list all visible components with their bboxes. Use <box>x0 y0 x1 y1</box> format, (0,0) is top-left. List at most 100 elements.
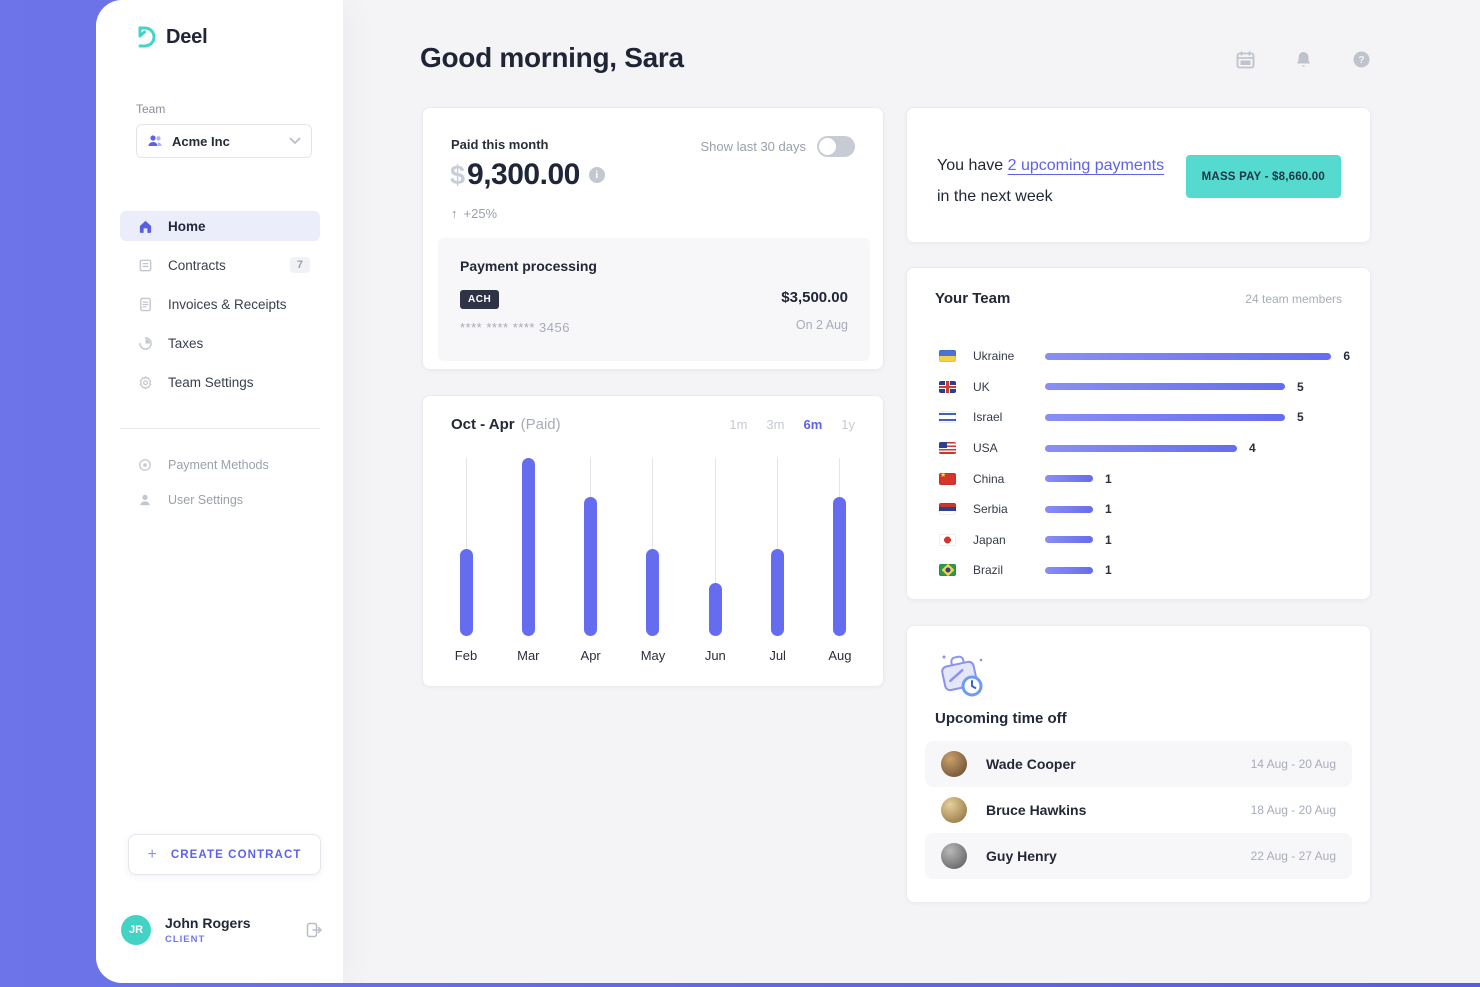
sidebar-item-invoices[interactable]: Invoices & Receipts <box>120 289 320 319</box>
payments-chart-card: Oct - Apr (Paid) 1m 3m 6m 1y Feb Mar Apr… <box>422 395 884 687</box>
upcoming-payments-link[interactable]: 2 upcoming payments <box>1007 157 1165 174</box>
toggle-label: Show last 30 days <box>700 139 806 154</box>
sidebar-divider <box>120 428 320 429</box>
arrow-up-icon: ↑ <box>451 206 458 221</box>
filter-1y[interactable]: 1y <box>841 417 855 432</box>
country-bar <box>1045 475 1093 483</box>
show-last-30-days-toggle[interactable] <box>817 136 855 157</box>
bar-chart <box>451 458 855 636</box>
processing-amount: $3,500.00 <box>781 289 848 306</box>
sidebar-item-label: Payment Methods <box>168 458 269 472</box>
team-selected-value: Acme Inc <box>172 133 230 149</box>
chart-column <box>576 458 606 636</box>
home-icon <box>137 218 153 234</box>
filter-6m[interactable]: 6m <box>803 417 823 432</box>
mass-pay-button[interactable]: MASS PAY - $8,660.00 <box>1185 155 1341 198</box>
team-row: Ukraine 6 <box>939 341 1350 372</box>
x-axis-label: May <box>640 648 666 663</box>
country-label: Israel <box>973 410 1003 425</box>
time-off-title: Upcoming time off <box>935 710 1067 727</box>
account-mask: **** **** **** 3456 <box>460 320 570 335</box>
contracts-count-badge: 7 <box>289 257 310 273</box>
calendar-icon[interactable] <box>1236 50 1255 69</box>
chart-column <box>513 458 543 636</box>
sidebar-item-team-settings[interactable]: Team Settings <box>120 367 320 397</box>
country-label: USA <box>973 441 998 456</box>
team-title: Your Team <box>935 290 1011 307</box>
uk-flag-icon <box>939 380 956 393</box>
country-count: 4 <box>1249 441 1256 456</box>
country-count: 1 <box>1105 502 1112 517</box>
sidebar-item-payment-methods[interactable]: Payment Methods <box>120 452 320 478</box>
contracts-icon <box>137 257 153 273</box>
time-off-list: Wade Cooper 14 Aug - 20 Aug Bruce Hawkin… <box>925 741 1352 879</box>
sidebar-item-home[interactable]: Home <box>120 211 320 241</box>
avatar: JR <box>121 915 151 945</box>
sidebar-item-taxes[interactable]: Taxes <box>120 328 320 358</box>
employee-name: Bruce Hawkins <box>986 802 1087 818</box>
country-bar <box>1045 505 1093 513</box>
secondary-nav: Payment Methods User Settings <box>120 452 320 522</box>
chart-track <box>652 458 654 636</box>
time-off-dates: 18 Aug - 20 Aug <box>1250 803 1336 817</box>
trend-value: +25% <box>463 206 498 221</box>
trend: ↑ +25% <box>451 206 497 221</box>
country-label: Brazil <box>973 563 1004 578</box>
chart-column <box>700 458 730 636</box>
chart-x-labels: Feb Mar Apr May Jun Jul Aug <box>451 648 855 663</box>
time-off-row[interactable]: Guy Henry 22 Aug - 27 Aug <box>925 833 1352 879</box>
filter-3m[interactable]: 3m <box>766 417 785 432</box>
country-count: 1 <box>1105 471 1112 486</box>
country-label: China <box>973 471 1005 486</box>
chart-column <box>451 458 481 636</box>
svg-text:?: ? <box>1358 54 1364 66</box>
avatar <box>941 843 967 869</box>
time-off-row[interactable]: Wade Cooper 14 Aug - 20 Aug <box>925 741 1352 787</box>
time-off-dates: 22 Aug - 27 Aug <box>1250 849 1336 863</box>
chart-title: Oct - Apr <box>451 416 515 433</box>
sidebar-item-label: Team Settings <box>168 374 254 390</box>
chart-track <box>465 458 467 636</box>
brazil-flag-icon <box>939 564 956 577</box>
israel-flag-icon <box>939 411 956 424</box>
country-bar <box>1045 383 1285 391</box>
sidebar-item-user-settings[interactable]: User Settings <box>120 487 320 513</box>
x-axis-label: Aug <box>828 648 852 663</box>
filter-1m[interactable]: 1m <box>729 417 748 432</box>
page-title: Good morning, Sara <box>420 42 684 73</box>
country-bar <box>1045 536 1093 544</box>
china-flag-icon <box>939 472 956 485</box>
sidebar-item-contracts[interactable]: Contracts 7 <box>120 250 320 280</box>
country-label: Serbia <box>973 502 1008 517</box>
team-row: UK 5 <box>939 372 1350 403</box>
logout-icon[interactable] <box>305 921 323 939</box>
country-label: Ukraine <box>973 349 1015 364</box>
current-user[interactable]: JR John Rogers CLIENT <box>121 912 323 948</box>
team-label: Team <box>136 102 166 116</box>
suitcase-clock-illustration <box>941 655 983 697</box>
x-axis-label: Mar <box>517 648 540 663</box>
country-count: 1 <box>1105 532 1112 547</box>
x-axis-label: Jul <box>769 648 786 663</box>
employee-name: Guy Henry <box>986 848 1057 864</box>
invoices-icon <box>137 296 153 312</box>
banner-text: You have 2 upcoming payments in the next… <box>937 150 1164 212</box>
notifications-bell-icon[interactable] <box>1294 50 1313 69</box>
chevron-down-icon <box>289 137 301 145</box>
info-icon[interactable]: i <box>588 167 605 183</box>
help-icon[interactable]: ? <box>1352 50 1371 69</box>
sidebar-item-label: Contracts <box>168 257 226 273</box>
employee-name: Wade Cooper <box>986 756 1076 772</box>
gear-icon <box>137 374 153 390</box>
chart-bar <box>584 497 598 636</box>
create-contract-button[interactable]: + CREATE CONTRACT <box>128 834 321 875</box>
payment-processing-title: Payment processing <box>460 258 597 274</box>
team-selector[interactable]: Acme Inc <box>136 124 312 158</box>
user-role-badge: CLIENT <box>165 934 206 945</box>
upcoming-time-off-card: Upcoming time off Wade Cooper 14 Aug - 2… <box>906 625 1371 903</box>
x-axis-label: Jun <box>704 648 726 663</box>
time-off-row[interactable]: Bruce Hawkins 18 Aug - 20 Aug <box>925 787 1352 833</box>
chart-bar <box>708 582 722 636</box>
country-count: 1 <box>1105 563 1112 578</box>
ukraine-flag-icon <box>939 350 956 363</box>
